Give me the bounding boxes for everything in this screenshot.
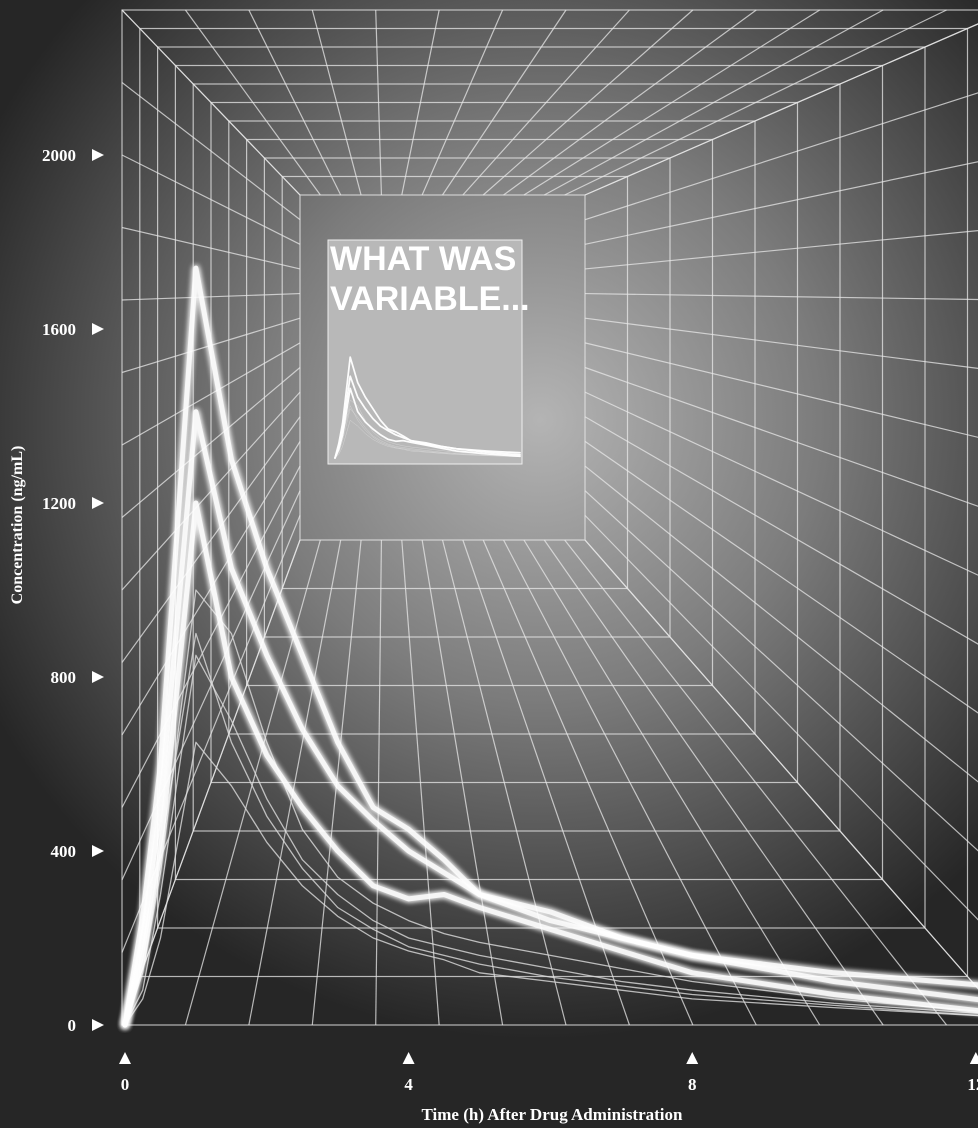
annotation: WHAT WAS: [330, 240, 516, 278]
annotation: VARIABLE...: [330, 280, 530, 318]
y-tick-label: 2000: [42, 146, 76, 165]
x-tick-label: 8: [688, 1075, 697, 1094]
y-tick-label: 0: [68, 1016, 77, 1035]
y-tick-label: 1200: [42, 494, 76, 513]
chart: WHAT WAS VARIABLE... 0 400 800 1200 1600 2000…: [0, 0, 978, 1128]
y-tick-label: 400: [51, 842, 77, 861]
x-tick-label: 12: [967, 1075, 978, 1094]
x-tick-label: 0: [121, 1075, 130, 1094]
y-axis-title: Concentration (ng/mL): [9, 446, 26, 605]
x-tick-label: 4: [404, 1075, 413, 1094]
y-tick-label: 800: [51, 668, 77, 687]
y-tick-label: 1600: [42, 320, 76, 339]
x-axis-title: Time (h) After Drug Administration: [422, 1105, 684, 1124]
